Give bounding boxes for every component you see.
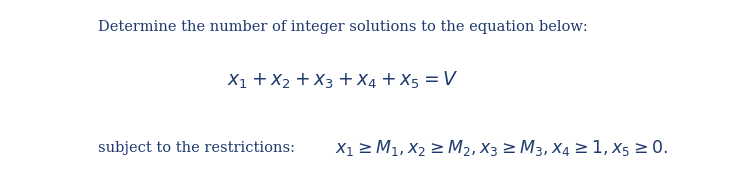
Text: Determine the number of integer solutions to the equation below:: Determine the number of integer solution… <box>98 20 587 34</box>
Text: $x_1 + x_2 + x_3 + x_4 + x_5 = V$: $x_1 + x_2 + x_3 + x_4 + x_5 = V$ <box>227 69 459 91</box>
Text: $x_1 \geq M_1, x_2 \geq M_2, x_3 \geq M_3, x_4 \geq 1, x_5 \geq 0.$: $x_1 \geq M_1, x_2 \geq M_2, x_3 \geq M_… <box>335 138 668 158</box>
Text: subject to the restrictions:: subject to the restrictions: <box>98 141 295 155</box>
